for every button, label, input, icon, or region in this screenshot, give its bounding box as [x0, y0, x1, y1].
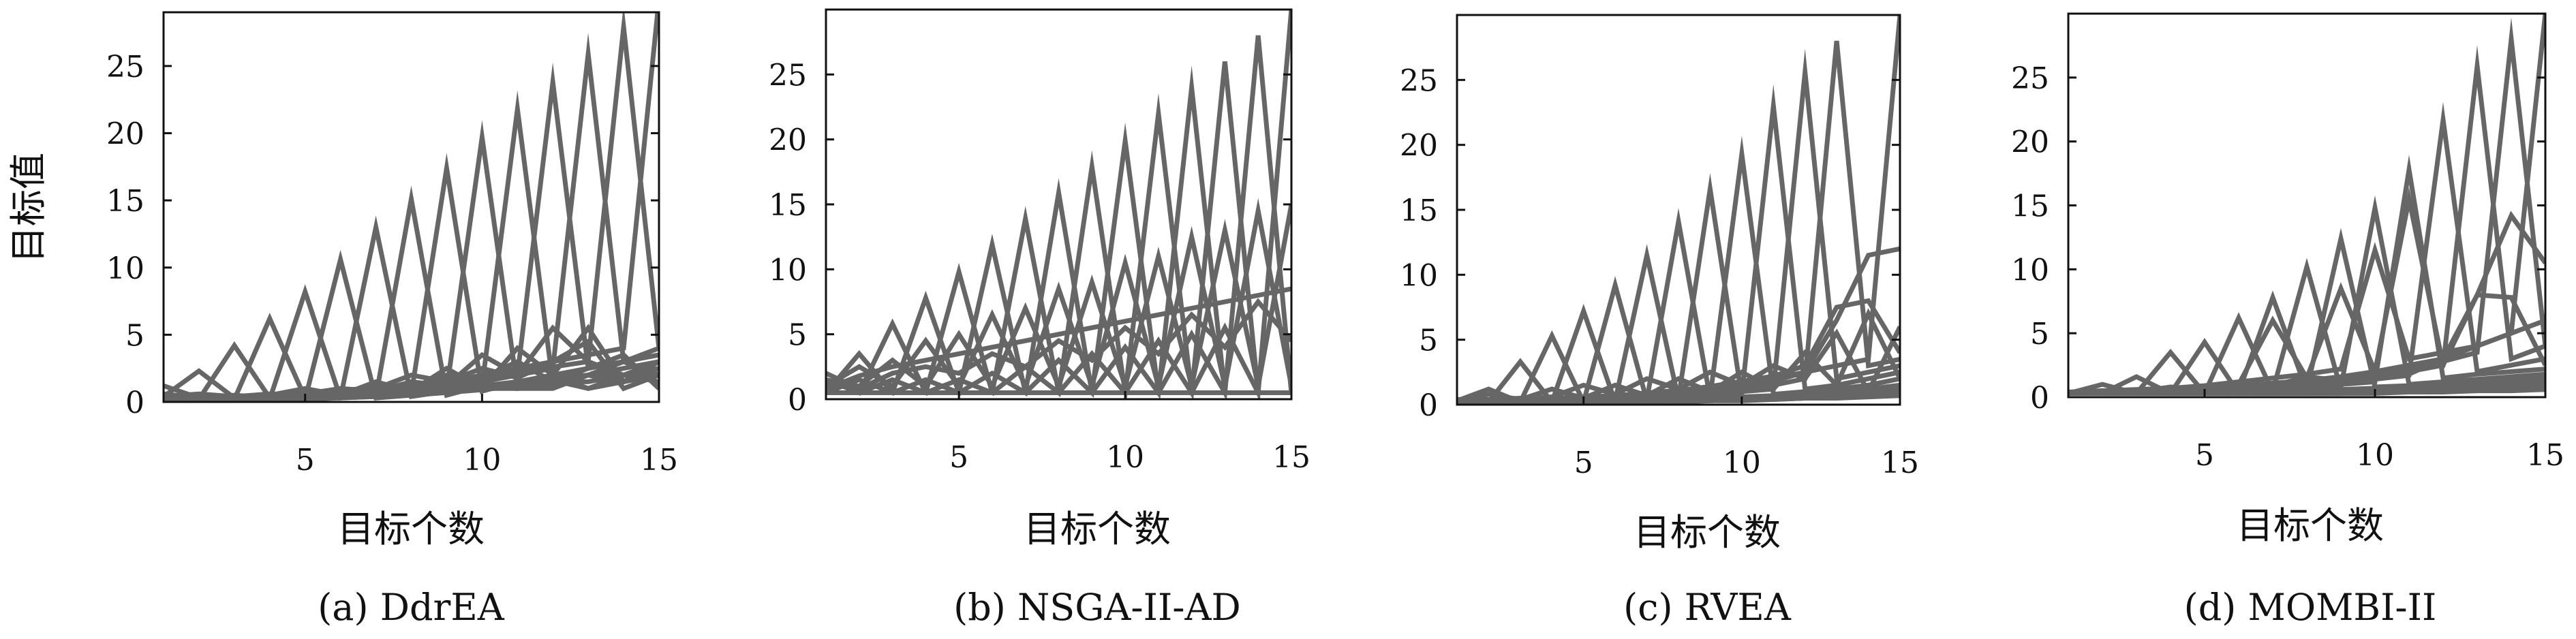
panel-a: 0 5 10 15 20 25 5 10 15 目标个数 (a) DdrEA: [106, 11, 678, 629]
panel-b-x-tick-label: 5: [949, 440, 968, 475]
panel-c-y-tick-label: 5: [1419, 324, 1438, 358]
panel-a-x-tick-label: 10: [463, 443, 501, 478]
panel-c-y-tick-label: 10: [1400, 258, 1438, 293]
panel-b-caption: (b) NSGA-II-AD: [953, 586, 1241, 629]
panel-a-x-axis-label: 目标个数: [337, 508, 485, 550]
panel-c-y-tick-label: 15: [1400, 193, 1438, 228]
panel-d-y-tick-label: 5: [2030, 317, 2049, 352]
panel-d-y-tick-label: 0: [2030, 381, 2049, 416]
panel-a-x-tick-label: 5: [296, 443, 315, 478]
panel-c-lines: [1457, 15, 1900, 405]
panel-d-x-tick-label: 15: [2526, 438, 2564, 473]
panel-a-plot-frame: [162, 11, 660, 403]
panel-a-caption: (a) DdrEA: [318, 586, 505, 629]
panel-d-caption: (d) MOMBI-II: [2184, 586, 2437, 629]
panel-b-y-tick-label: 20: [769, 123, 807, 158]
panel-b-lines: [826, 10, 1291, 399]
panel-c-y-tick-label: 20: [1400, 129, 1438, 163]
panel-a-y-tick-label: 20: [106, 117, 144, 152]
panel-b-series-line-18: [826, 298, 1291, 392]
panel-d-y-tick-label: 25: [2011, 61, 2049, 96]
panel-a-lines: [164, 12, 659, 402]
panel-c-y-tick-label: 25: [1400, 63, 1438, 98]
panel-c-caption: (c) RVEA: [1623, 586, 1792, 629]
panel-d-x-tick-label: 10: [2356, 438, 2394, 473]
panel-b-x-axis-label: 目标个数: [1024, 508, 1171, 550]
panel-a-y-tick-label: 5: [125, 318, 144, 353]
panel-b-series-line-14: [826, 10, 1291, 399]
panel-b-y-tick-label: 10: [769, 253, 807, 287]
panel-d-y-tick-label: 10: [2011, 253, 2049, 287]
panel-b-x-tick-label: 15: [1272, 440, 1310, 475]
panel-c-x-tick-label: 15: [1881, 446, 1919, 480]
panel-c-x-tick-label: 5: [1574, 446, 1593, 480]
panel-a-ticks: 0 5 10 15 20 25 5 10 15: [106, 50, 678, 478]
panel-d: 0 5 10 15 20 25 5 10 15 目标个数 (d) MOMBI-II: [2011, 12, 2564, 629]
panel-a-x-tick-label: 15: [640, 443, 678, 478]
panel-b-x-tick-label: 10: [1106, 440, 1144, 475]
panel-a-y-tick-label: 10: [106, 251, 144, 286]
panel-d-series-line-17: [2068, 292, 2545, 396]
panel-d-y-tick-label: 15: [2011, 189, 2049, 224]
panel-d-lines: [2068, 14, 2545, 396]
panel-a-y-tick-label: 0: [125, 386, 144, 420]
panel-c-x-tick-label: 10: [1723, 446, 1761, 480]
panel-c-ticks: 0 5 10 15 20 25 5 10 15: [1400, 63, 1919, 480]
panel-c-y-tick-label: 0: [1419, 388, 1438, 423]
panel-b-ticks: 0 5 10 15 20 25 5 10 15: [769, 58, 1310, 475]
panel-c-x-axis-label: 目标个数: [1634, 511, 1781, 554]
panel-a-series-line-19: [164, 338, 659, 399]
panel-d-ticks: 0 5 10 15 20 25 5 10 15: [2011, 61, 2564, 473]
panel-c-series-line-17: [1457, 308, 1900, 403]
panel-a-y-tick-label: 25: [106, 50, 144, 84]
panel-d-x-tick-label: 5: [2195, 438, 2214, 473]
panel-b-y-tick-label: 15: [769, 188, 807, 223]
panel-a-y-tick-label: 15: [106, 184, 144, 219]
panel-b-series-line-17: [826, 286, 1291, 391]
panel-d-y-tick-label: 20: [2011, 125, 2049, 160]
panel-b-y-tick-label: 25: [769, 58, 807, 93]
panel-c: 0 5 10 15 20 25 5 10 15 目标个数 (c) RVEA: [1400, 14, 1919, 629]
panel-c-series-line-11: [1457, 48, 1900, 405]
panel-d-x-axis-label: 目标个数: [2237, 504, 2384, 547]
shared-y-axis-label: 目标值: [7, 153, 50, 263]
panel-b-y-tick-label: 5: [788, 318, 807, 353]
panel-b: 0 5 10 15 20 25 5 10 15 目标个数 (b) NSGA-II-AD: [769, 8, 1310, 629]
panel-b-y-tick-label: 0: [788, 383, 807, 418]
